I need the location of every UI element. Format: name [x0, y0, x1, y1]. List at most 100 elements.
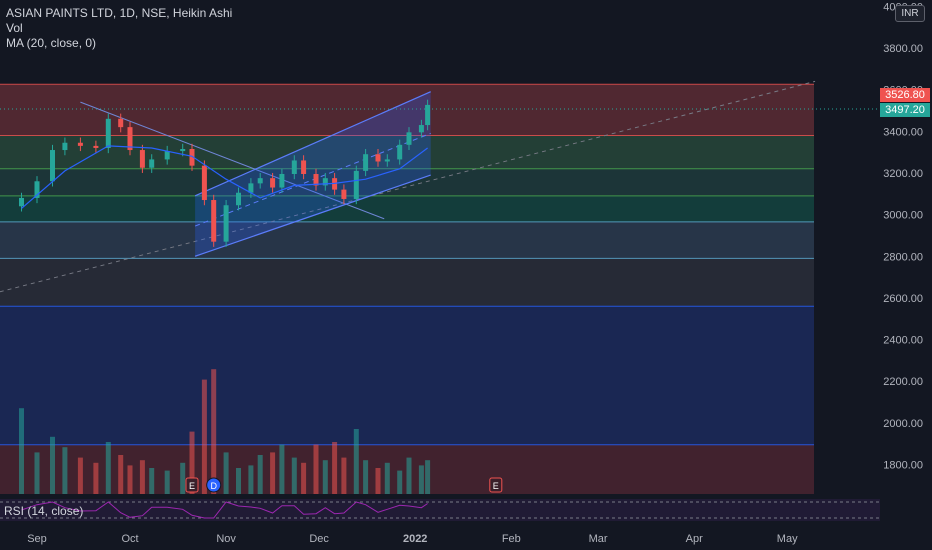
volume-bar-15: [211, 369, 217, 494]
candle-21: [279, 173, 285, 188]
candle-24: [313, 173, 319, 186]
rsi-legend[interactable]: RSI (14, close): [4, 504, 84, 518]
candle-22: [291, 160, 297, 174]
rsi-pane: [0, 499, 880, 521]
event-marker-2: E: [489, 477, 503, 493]
zone-6: [0, 306, 814, 445]
volume-bar-19: [257, 455, 263, 494]
ma-price-tag: 3497.20: [880, 103, 930, 117]
candle-0: [19, 197, 24, 207]
candle-35: [425, 104, 431, 126]
channel-lower: [194, 174, 431, 257]
candle-8: [127, 127, 133, 151]
volume-bar-7: [118, 455, 124, 494]
y-tick-label: 2400.00: [883, 335, 923, 347]
candle-32: [397, 144, 403, 160]
zone-0: [0, 84, 814, 136]
price-zones: [0, 84, 814, 494]
candle-28: [353, 170, 359, 199]
candle-5: [93, 145, 99, 148]
volume-bar-8: [127, 465, 133, 494]
candle-19: [257, 178, 263, 184]
zone-2: [0, 168, 814, 196]
candle-14: [201, 165, 207, 201]
candle-20: [270, 178, 276, 188]
volume-bar-13: [189, 431, 195, 494]
last-price-tag: 3526.80: [880, 88, 930, 102]
volume-bar-5: [93, 462, 99, 494]
earnings-marker: [185, 477, 199, 493]
chart-legend: ASIAN PAINTS LTD, 1D, NSE, Heikin Ashi V…: [6, 6, 232, 51]
candle-23: [301, 160, 307, 174]
candle-7: [118, 118, 124, 128]
price-axis-bg: [880, 0, 932, 530]
candle-31: [384, 159, 390, 162]
channel-upper: [194, 91, 431, 197]
candle-12: [180, 149, 186, 152]
volume-bar-24: [313, 444, 319, 494]
parallel-channel: [194, 91, 431, 257]
candle-16: [223, 205, 229, 242]
volume-bar-32: [397, 470, 403, 494]
volume-bar-6: [105, 442, 111, 494]
candle-10: [149, 159, 155, 168]
x-tick-label: Nov: [216, 533, 236, 545]
y-tick-label: 3000.00: [883, 210, 923, 222]
volume-bar-17: [236, 468, 241, 494]
volume-bars: [19, 369, 431, 494]
legend-symbol[interactable]: ASIAN PAINTS LTD, 1D, NSE, Heikin Ashi: [6, 6, 233, 20]
x-tick-label: 2022: [403, 533, 427, 545]
channel-mid: [194, 132, 431, 227]
currency-badge[interactable]: INR: [895, 5, 925, 22]
y-tick-label: 2000.00: [883, 418, 923, 430]
volume-bar-20: [270, 452, 276, 494]
channel-fill: [195, 91, 431, 257]
x-tick-label: Oct: [121, 533, 138, 545]
volume-bar-4: [77, 457, 83, 494]
event-label: E: [493, 481, 499, 491]
volume-bar-29: [363, 460, 369, 494]
volume-bar-22: [291, 457, 297, 494]
candle-15: [211, 200, 217, 242]
volume-bar-35: [425, 460, 431, 494]
trendline-1: [0, 80, 816, 293]
event-marker-1: D: [206, 477, 222, 493]
x-tick-label: Apr: [686, 533, 703, 545]
volume-bar-1: [34, 452, 40, 494]
x-tick-label: Dec: [309, 533, 329, 545]
trendline-0: [80, 101, 385, 220]
candle-6: [105, 118, 111, 148]
event-label: D: [210, 481, 217, 491]
candle-30: [375, 154, 381, 162]
volume-bar-3: [62, 447, 68, 494]
volume-bar-16: [223, 452, 229, 494]
candles: [19, 99, 431, 247]
time-axis[interactable]: Sep Oct Nov Dec 2022 Feb Mar Apr May: [27, 533, 798, 545]
event-marker-0: E: [185, 477, 199, 493]
volume-bar-28: [353, 429, 359, 494]
candle-33: [406, 132, 412, 145]
x-tick-label: Feb: [502, 533, 521, 545]
legend-volume[interactable]: Vol: [6, 21, 23, 35]
trendlines: [0, 80, 816, 293]
dividend-marker: [206, 477, 222, 493]
volume-bar-23: [301, 462, 307, 494]
rsi-line: [21, 501, 428, 519]
ma-line: [21, 145, 428, 209]
candle-25: [322, 178, 328, 186]
legend-ma[interactable]: MA (20, close, 0): [6, 36, 97, 50]
candle-4: [77, 142, 83, 146]
candle-29: [363, 154, 369, 171]
candle-1: [34, 181, 40, 198]
earnings-marker: [489, 477, 503, 493]
candle-2: [50, 150, 55, 182]
volume-bar-33: [406, 457, 412, 494]
price-axis[interactable]: 4000.003800.003600.003400.003200.003000.…: [880, 0, 932, 530]
y-tick-label: 2600.00: [883, 293, 923, 305]
x-tick-label: Sep: [27, 533, 47, 545]
candle-11: [164, 151, 170, 160]
volume-bar-14: [201, 379, 207, 494]
zone-3: [0, 195, 814, 222]
